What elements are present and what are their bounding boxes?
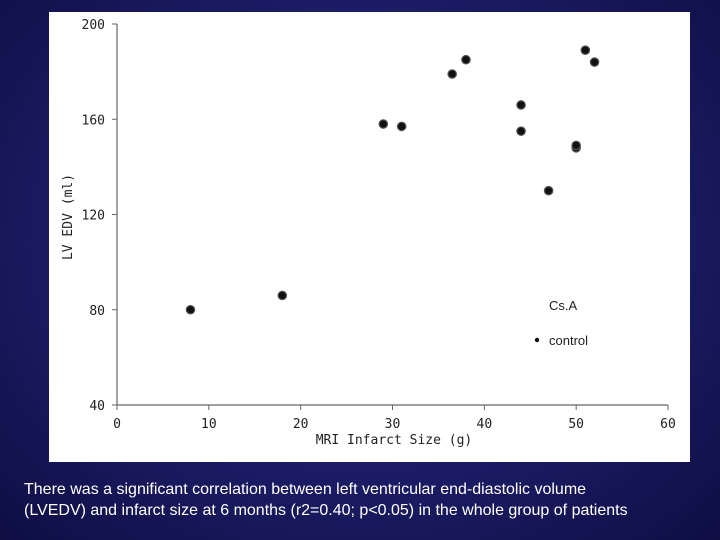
data-points — [185, 45, 600, 315]
data-point — [571, 140, 581, 151]
x-tick-label: 0 — [113, 417, 121, 432]
data-point — [543, 185, 554, 196]
data-point — [277, 290, 288, 301]
data-point — [447, 69, 457, 79]
x-tick-label: 30 — [385, 417, 401, 432]
caption-line-2: (LVEDV) and infarct size at 6 months (r2… — [24, 502, 628, 519]
data-point — [461, 54, 471, 65]
scatter-chart: 40 80 120 160 200 0 10 20 30 40 50 60 MRI Infarct S… — [61, 18, 676, 448]
y-tick-label: 40 — [89, 399, 105, 414]
data-point — [516, 100, 526, 110]
chart-panel: 40 80 120 160 200 0 10 20 30 40 50 60 MRI Infarct S… — [49, 12, 690, 462]
x-tick-label: 20 — [293, 417, 309, 432]
data-point — [185, 304, 196, 315]
caption: There was a significant correlation betw… — [24, 479, 714, 521]
data-point — [580, 45, 591, 55]
legend-marker — [534, 337, 540, 343]
y-tick-label: 160 — [82, 113, 105, 128]
y-tick-label: 200 — [82, 18, 105, 33]
y-tick-label: 120 — [82, 209, 105, 224]
x-tick-label: 40 — [477, 417, 493, 432]
x-axis-title: MRI Infarct Size (g) — [316, 433, 473, 448]
x-tick-label: 10 — [201, 417, 217, 432]
data-point — [516, 126, 526, 136]
ticks: 40 80 120 160 200 0 10 20 30 40 50 60 — [82, 18, 676, 432]
caption-line-1: There was a significant correlation betw… — [24, 481, 587, 498]
data-point — [589, 57, 600, 67]
data-point — [378, 119, 389, 129]
legend-title: Cs.A — [549, 298, 578, 313]
data-point — [396, 121, 407, 132]
x-tick-label: 60 — [660, 417, 676, 432]
y-axis-title: LV EDV (ml) — [61, 174, 76, 260]
x-tick-label: 50 — [568, 417, 584, 432]
legend: Cs.A control — [534, 298, 588, 348]
y-tick-label: 80 — [89, 304, 105, 319]
legend-entry-control: control — [549, 333, 588, 348]
